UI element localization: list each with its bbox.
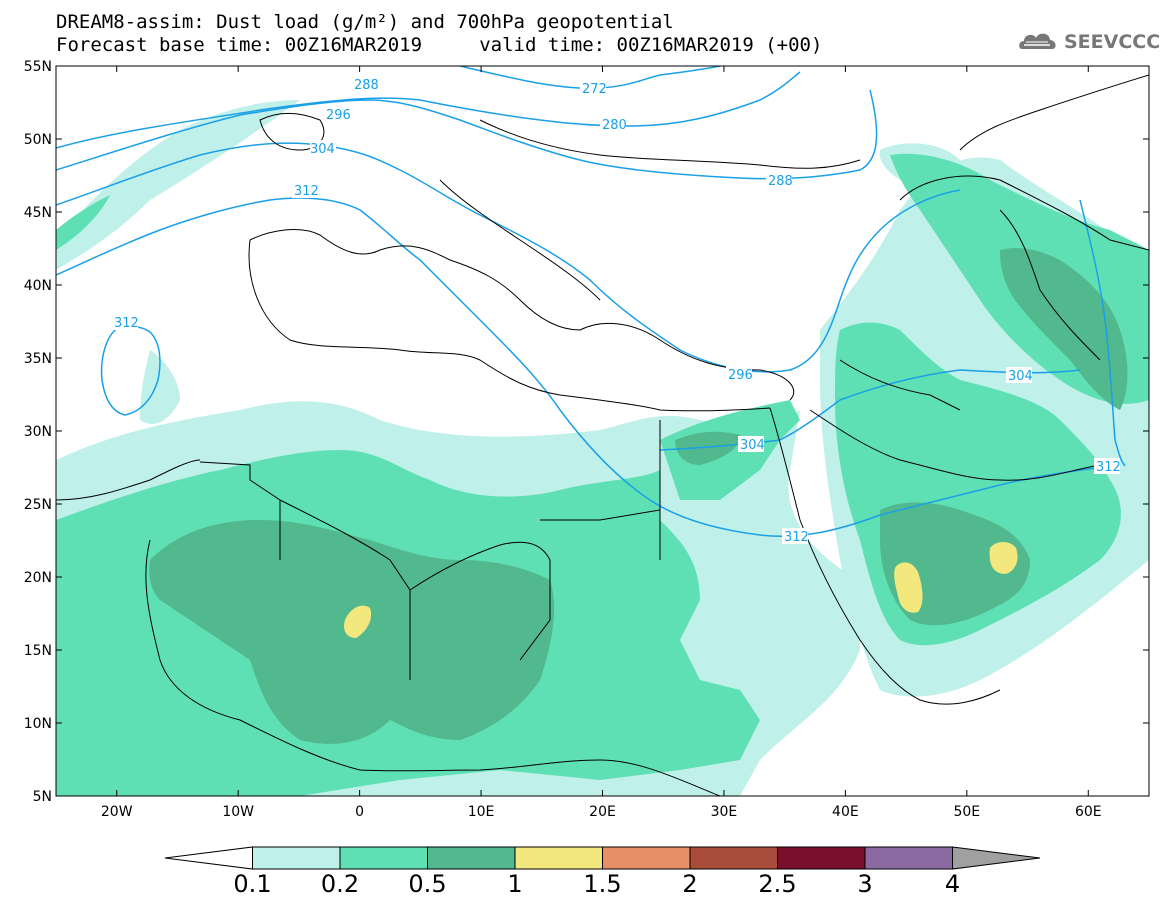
contour-label: 304 bbox=[310, 142, 335, 157]
contour-label: 296 bbox=[728, 368, 753, 383]
colorbar-swatch bbox=[689, 846, 778, 870]
contour-label: 312 bbox=[1096, 460, 1121, 475]
longitude-label: 0 bbox=[355, 804, 364, 820]
contour-label: 312 bbox=[784, 530, 809, 545]
colorbar-label: 2.5 bbox=[758, 870, 797, 898]
geopotential-contours bbox=[56, 66, 1126, 538]
colorbar-swatch bbox=[164, 846, 253, 870]
contour-label: 296 bbox=[326, 108, 351, 123]
longitude-ticks bbox=[116, 66, 1089, 796]
contour-label: 288 bbox=[768, 174, 793, 189]
cloud-icon bbox=[1019, 33, 1056, 49]
latitude-label: 55N bbox=[24, 59, 52, 75]
latitude-label: 35N bbox=[24, 351, 52, 367]
latitude-label: 10N bbox=[24, 716, 52, 732]
colorbar-swatch bbox=[252, 846, 341, 870]
colorbar-label: 1.5 bbox=[583, 870, 622, 898]
logo-text: SEEVCCC bbox=[1064, 31, 1161, 53]
colorbar-swatch bbox=[777, 846, 866, 870]
contour-label: 312 bbox=[294, 184, 319, 199]
map-title: DREAM8-assim: Dust load (g/m²) and 700hP… bbox=[56, 11, 674, 33]
colorbar-label: 1 bbox=[507, 870, 523, 898]
latitude-labels: 55N 50N 45N 40N 35N 30N 25N 20N 15N 10N 5N bbox=[24, 59, 52, 805]
colorbar-label: 0.5 bbox=[408, 870, 447, 898]
latitude-label: 30N bbox=[24, 424, 52, 440]
colorbar-label: 0.1 bbox=[233, 870, 272, 898]
contour-label: 280 bbox=[602, 118, 627, 133]
longitude-label: 40E bbox=[832, 804, 859, 820]
colorbar-swatch bbox=[602, 846, 691, 870]
contour-label: 272 bbox=[582, 82, 607, 97]
contour-label: 304 bbox=[740, 438, 765, 453]
coastlines bbox=[56, 74, 1149, 796]
latitude-ticks bbox=[56, 65, 1149, 797]
longitude-label: 60E bbox=[1075, 804, 1102, 820]
longitude-labels: 20W 10W 0 10E 20E 30E 40E 50E 60E bbox=[101, 804, 1102, 820]
colorbar-label: 3 bbox=[857, 870, 873, 898]
colorbar bbox=[164, 846, 1041, 870]
colorbar-label: 0.2 bbox=[320, 870, 360, 898]
longitude-label: 10E bbox=[468, 804, 495, 820]
colorbar-label: 2 bbox=[682, 870, 698, 898]
colorbar-swatch bbox=[427, 846, 516, 870]
colorbar-swatch bbox=[514, 846, 603, 870]
longitude-label: 30E bbox=[711, 804, 738, 820]
longitude-label: 20W bbox=[101, 804, 133, 820]
colorbar-swatch bbox=[864, 846, 953, 870]
map-subtitle: Forecast base time: 00Z16MAR2019 valid t… bbox=[56, 34, 823, 56]
contour-label: 304 bbox=[1008, 369, 1033, 384]
longitude-label: 10W bbox=[222, 804, 254, 820]
latitude-label: 50N bbox=[24, 132, 52, 148]
latitude-label: 5N bbox=[33, 789, 52, 805]
latitude-label: 20N bbox=[24, 570, 52, 586]
colorbar-swatch bbox=[952, 846, 1041, 870]
contour-label: 288 bbox=[354, 78, 379, 93]
contour-label: 312 bbox=[114, 316, 139, 331]
longitude-label: 20E bbox=[589, 804, 616, 820]
colorbar-label: 4 bbox=[944, 870, 961, 898]
colorbar-swatch bbox=[339, 846, 428, 870]
latitude-label: 45N bbox=[24, 205, 52, 221]
latitude-label: 15N bbox=[24, 643, 52, 659]
longitude-label: 50E bbox=[953, 804, 980, 820]
dust-fields bbox=[56, 100, 1149, 796]
latitude-label: 40N bbox=[24, 278, 52, 294]
latitude-label: 25N bbox=[24, 497, 52, 513]
contour-labels: 272 280 288 288 296 296 304 304 304 312 … bbox=[112, 76, 1121, 545]
